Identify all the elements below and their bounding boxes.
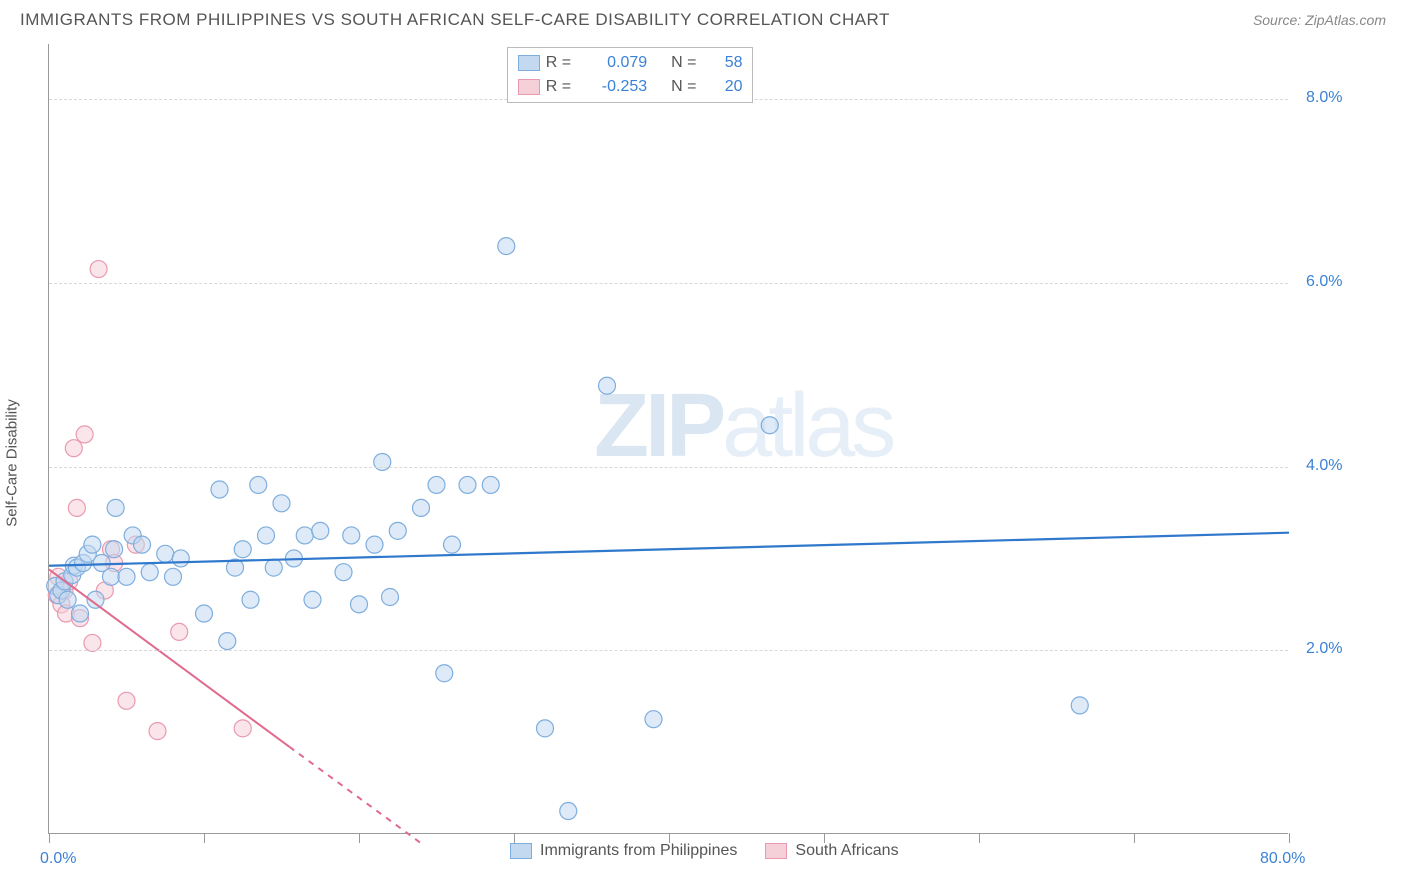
r-value-south-africans: -0.253 bbox=[577, 75, 647, 99]
swatch-south-africans bbox=[518, 79, 540, 95]
plot-svg bbox=[49, 44, 1288, 833]
ytick-label: 4.0% bbox=[1306, 457, 1342, 475]
legend-row-philippines: R = 0.079 N = 58 bbox=[518, 51, 743, 75]
ytick-label: 2.0% bbox=[1306, 640, 1342, 658]
swatch-philippines-bottom bbox=[510, 843, 532, 859]
chart-wrapper: Self-Care Disability ZIPatlas R = 0.079 … bbox=[0, 38, 1406, 888]
xtick bbox=[1289, 833, 1290, 843]
xtick bbox=[1134, 833, 1135, 843]
xtick bbox=[359, 833, 360, 843]
xtick bbox=[49, 833, 50, 843]
y-axis-label: Self-Care Disability bbox=[4, 399, 21, 527]
r-label: R = bbox=[546, 75, 571, 99]
swatch-philippines bbox=[518, 55, 540, 71]
legend-row-south-africans: R = -0.253 N = 20 bbox=[518, 75, 743, 99]
xtick bbox=[979, 833, 980, 843]
ytick-label: 6.0% bbox=[1306, 273, 1342, 291]
gridline-h bbox=[49, 467, 1288, 468]
legend-label-south-africans: South Africans bbox=[795, 842, 898, 860]
xtick-label: 80.0% bbox=[1260, 850, 1305, 868]
legend-item-south-africans: South Africans bbox=[765, 842, 898, 860]
plot-area: ZIPatlas bbox=[48, 44, 1288, 834]
n-label: N = bbox=[671, 75, 696, 99]
xtick-label: 0.0% bbox=[40, 850, 76, 868]
source-name: ZipAtlas.com bbox=[1305, 12, 1386, 28]
n-value-philippines: 58 bbox=[702, 51, 742, 75]
series-legend: Immigrants from Philippines South Africa… bbox=[510, 842, 899, 860]
legend-label-philippines: Immigrants from Philippines bbox=[540, 842, 737, 860]
swatch-south-africans-bottom bbox=[765, 843, 787, 859]
n-value-south-africans: 20 bbox=[702, 75, 742, 99]
gridline-h bbox=[49, 650, 1288, 651]
chart-title: IMMIGRANTS FROM PHILIPPINES VS SOUTH AFR… bbox=[20, 10, 890, 30]
gridline-h bbox=[49, 283, 1288, 284]
correlation-legend: R = 0.079 N = 58 R = -0.253 N = 20 bbox=[507, 47, 754, 103]
xtick bbox=[204, 833, 205, 843]
r-value-philippines: 0.079 bbox=[577, 51, 647, 75]
n-label: N = bbox=[671, 51, 696, 75]
source-label: Source: ZipAtlas.com bbox=[1253, 12, 1386, 28]
ytick-label: 8.0% bbox=[1306, 89, 1342, 107]
r-label: R = bbox=[546, 51, 571, 75]
source-prefix: Source: bbox=[1253, 12, 1305, 28]
legend-item-philippines: Immigrants from Philippines bbox=[510, 842, 737, 860]
